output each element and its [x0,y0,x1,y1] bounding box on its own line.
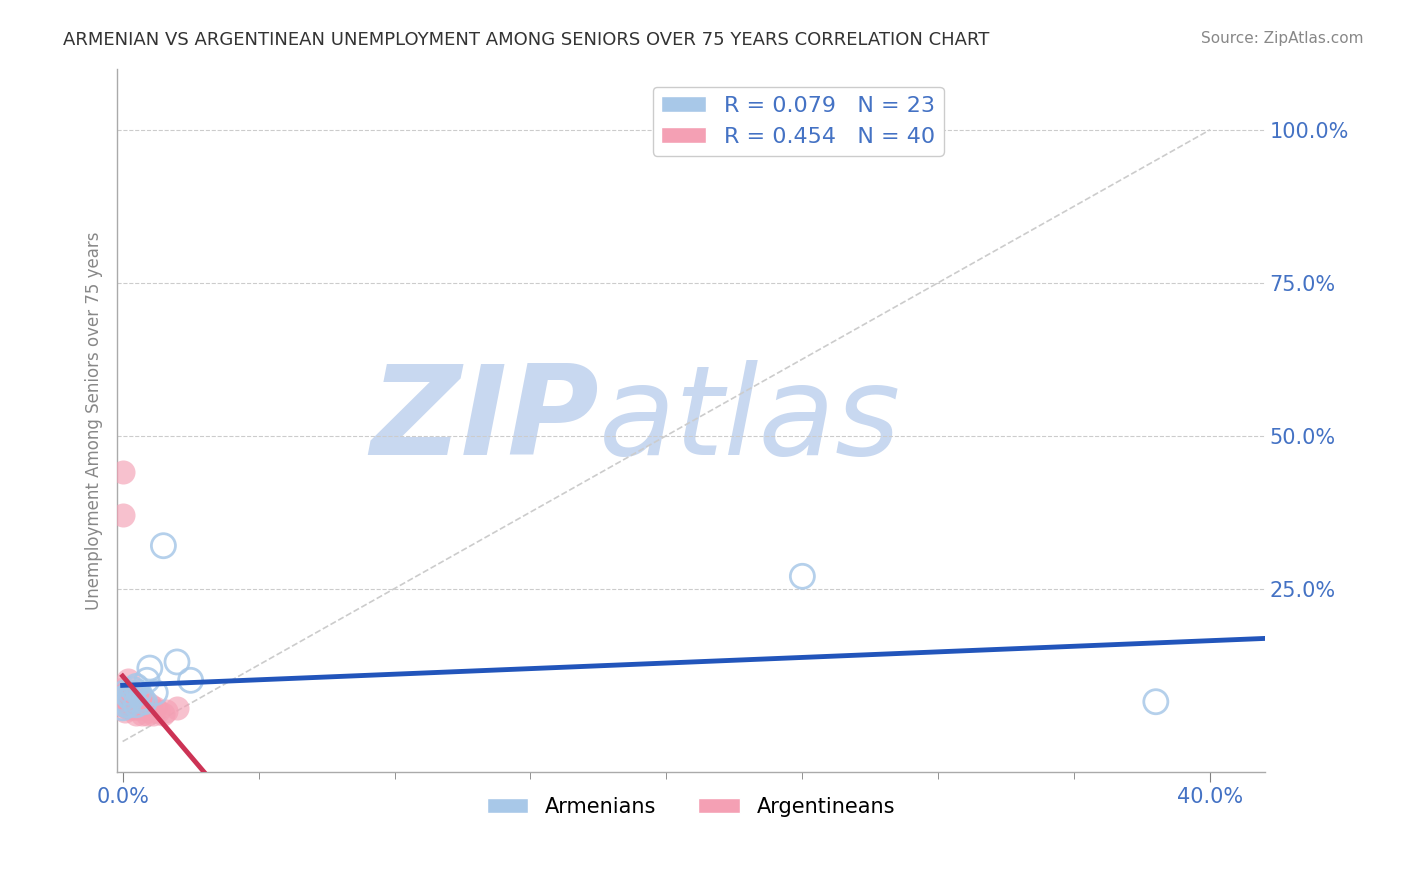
Point [111,698,134,712]
Point [125,698,148,712]
Point [111,701,134,715]
Point [114,695,136,709]
Text: ZIP: ZIP [370,359,599,481]
Legend: Armenians, Argentineans: Armenians, Argentineans [478,789,903,825]
Point [120,701,142,715]
Point [139,704,162,718]
Point [117,689,139,703]
Point [125,695,148,709]
Point [155,704,177,718]
Point [131,695,153,709]
Text: Source: ZipAtlas.com: Source: ZipAtlas.com [1201,31,1364,46]
Point [114,695,136,709]
Point [120,691,142,706]
Point [122,682,145,697]
Point [120,689,142,703]
Point [166,655,188,669]
Y-axis label: Unemployment Among Seniors over 75 years: Unemployment Among Seniors over 75 years [86,231,103,609]
Point [117,698,139,712]
Point [111,691,134,706]
Point [120,695,142,709]
Point [117,673,139,688]
Point [122,701,145,715]
Point [122,689,145,703]
Point [117,695,139,709]
Point [128,701,150,715]
Point [120,685,142,699]
Point [152,706,174,721]
Point [111,682,134,697]
Point [143,701,166,715]
Point [136,673,159,688]
Point [136,701,159,715]
Point [114,685,136,699]
Point [1144,695,1167,709]
Point [166,701,188,715]
Point [111,695,134,709]
Point [146,704,169,718]
Point [143,685,166,699]
Point [134,695,156,709]
Point [122,695,145,709]
Text: atlas: atlas [599,359,901,481]
Point [111,465,134,479]
Point [141,706,163,721]
Point [125,680,148,694]
Point [139,661,162,675]
Point [125,706,148,721]
Point [111,689,134,703]
Point [117,689,139,703]
Point [125,701,148,715]
Point [131,691,153,706]
Point [180,673,202,688]
Point [128,695,150,709]
Point [136,706,159,721]
Point [114,704,136,718]
Point [139,698,162,712]
Point [114,698,136,712]
Point [128,685,150,699]
Point [134,695,156,709]
Point [131,701,153,715]
Point [792,569,814,583]
Point [114,685,136,699]
Point [152,539,174,553]
Point [111,508,134,522]
Point [117,701,139,715]
Text: ARMENIAN VS ARGENTINEAN UNEMPLOYMENT AMONG SENIORS OVER 75 YEARS CORRELATION CHA: ARMENIAN VS ARGENTINEAN UNEMPLOYMENT AMO… [63,31,990,49]
Point [114,698,136,712]
Point [131,706,153,721]
Point [134,701,156,715]
